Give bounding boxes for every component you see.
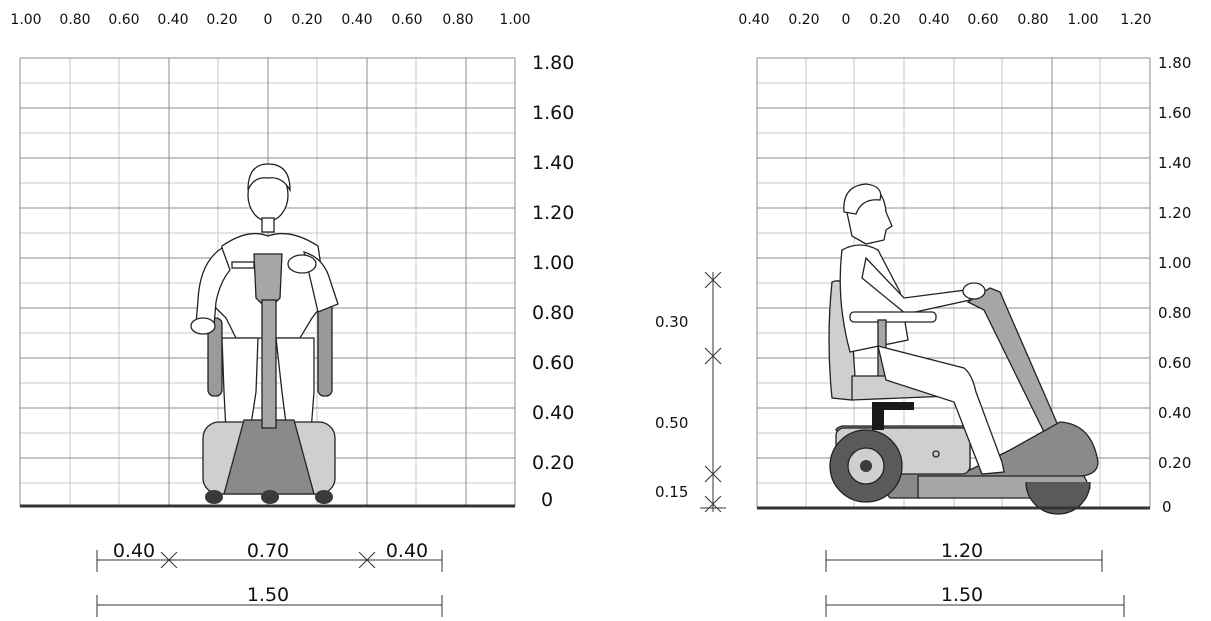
side-length-dimensions: 1.20 1.50: [825, 540, 1125, 617]
front-y-tick: 1.60: [532, 102, 574, 124]
side-y-axis-labels: 1.80 1.60 1.40 1.20 1.00 0.80 0.60 0.40 …: [1158, 54, 1191, 516]
side-y-tick: 1.20: [1158, 204, 1191, 222]
rider-right-hand: [287, 254, 317, 274]
side-x-tick: 0.20: [788, 12, 819, 28]
front-y-tick: 1.80: [532, 52, 574, 74]
side-y-tick: 1.60: [1158, 104, 1191, 122]
front-x-tick: 1.00: [499, 12, 530, 28]
side-x-tick: 0.60: [967, 12, 998, 28]
front-x-tick: 0.40: [341, 12, 372, 28]
side-rider-torso: [839, 244, 909, 353]
front-right-armrest: [317, 299, 333, 397]
side-x-tick: 0.40: [918, 12, 949, 28]
dim-right-clearance: 0.40: [386, 540, 428, 562]
rider-pocket: [231, 261, 255, 269]
side-view: 0.40 0.20 0 0.20 0.40 0.60 0.80 1.00 1.2…: [655, 12, 1191, 617]
side-key-indicator: [932, 450, 940, 458]
dim-seat-height: 0.50: [655, 414, 688, 432]
side-y-tick: 0.80: [1158, 304, 1191, 322]
side-scooter-illustration: [828, 183, 1099, 515]
side-front-wheel: [1025, 481, 1091, 515]
front-tiller-column: [261, 299, 277, 429]
rider-left-hand: [190, 317, 216, 335]
front-y-axis-labels: 1.80 1.60 1.40 1.20 1.00 0.80 0.60 0.40 …: [532, 52, 574, 511]
front-y-tick: 1.20: [532, 202, 574, 224]
front-tiller-head: [253, 253, 283, 305]
front-y-tick: 0.20: [532, 452, 574, 474]
side-rider-hair: [843, 183, 882, 215]
front-x-tick: 0.40: [157, 12, 188, 28]
front-x-tick: 0.60: [391, 12, 422, 28]
side-y-tick: 0.40: [1158, 404, 1191, 422]
side-y-tick: 0.20: [1158, 454, 1191, 472]
side-rider-arm: [861, 256, 971, 315]
front-y-tick: 1.00: [532, 252, 574, 274]
side-armrest: [849, 311, 937, 323]
dim-front-total-width: 1.50: [247, 584, 289, 606]
front-x-tick: 1.00: [10, 12, 41, 28]
front-x-tick: 0.80: [442, 12, 473, 28]
front-scooter-illustration: [190, 163, 339, 504]
side-rear-axle: [860, 460, 872, 472]
side-x-tick: 0.20: [869, 12, 900, 28]
side-rider-hand: [962, 282, 986, 300]
side-y-tick: 1.40: [1158, 154, 1191, 172]
front-x-tick: 0.60: [108, 12, 139, 28]
front-dimensions: 0.40 0.70 0.40 1.50: [96, 540, 443, 617]
dim-left-clearance: 0.40: [113, 540, 155, 562]
front-x-tick: 0.20: [291, 12, 322, 28]
front-x-tick: 0: [264, 12, 273, 28]
front-y-tick: 0.40: [532, 402, 574, 424]
dim-scooter-length: 1.20: [941, 540, 983, 562]
side-seat-bracket: [872, 402, 914, 410]
side-height-dimensions: 0.30 0.50 0.15: [655, 271, 726, 513]
front-y-tick: 0: [541, 489, 553, 511]
side-rider-leg: [877, 345, 1005, 475]
front-y-tick: 0.80: [532, 302, 574, 324]
dim-upper-height: 0.30: [655, 313, 688, 331]
side-y-tick: 0: [1162, 498, 1172, 516]
rider-hair: [247, 163, 291, 193]
front-wheel-right: [315, 490, 333, 504]
front-view: 1.00 0.80 0.60 0.40 0.20 0 0.20 0.40 0.6…: [10, 12, 574, 617]
side-x-tick: 0: [842, 12, 851, 28]
side-x-tick: 0.80: [1017, 12, 1048, 28]
side-x-tick: 1.20: [1120, 12, 1151, 28]
front-wheel-left: [205, 490, 223, 504]
dim-deck-height: 0.15: [655, 483, 688, 501]
front-x-tick: 0.20: [206, 12, 237, 28]
dim-side-total-length: 1.50: [941, 584, 983, 606]
dim-scooter-width: 0.70: [247, 540, 289, 562]
side-y-tick: 1.00: [1158, 254, 1191, 272]
rider-neck: [261, 217, 275, 233]
front-wheel-center: [261, 490, 279, 504]
side-y-tick: 0.60: [1158, 354, 1191, 372]
side-x-axis-labels: 0.40 0.20 0 0.20 0.40 0.60 0.80 1.00 1.2…: [738, 12, 1151, 28]
front-scooter-shroud: [223, 419, 315, 495]
front-y-tick: 0.60: [532, 352, 574, 374]
front-x-axis-labels: 1.00 0.80 0.60 0.40 0.20 0 0.20 0.40 0.6…: [10, 12, 530, 28]
front-y-tick: 1.40: [532, 152, 574, 174]
front-x-tick: 0.80: [59, 12, 90, 28]
side-y-tick: 1.80: [1158, 54, 1191, 72]
side-x-tick: 1.00: [1067, 12, 1098, 28]
side-x-tick: 0.40: [738, 12, 769, 28]
